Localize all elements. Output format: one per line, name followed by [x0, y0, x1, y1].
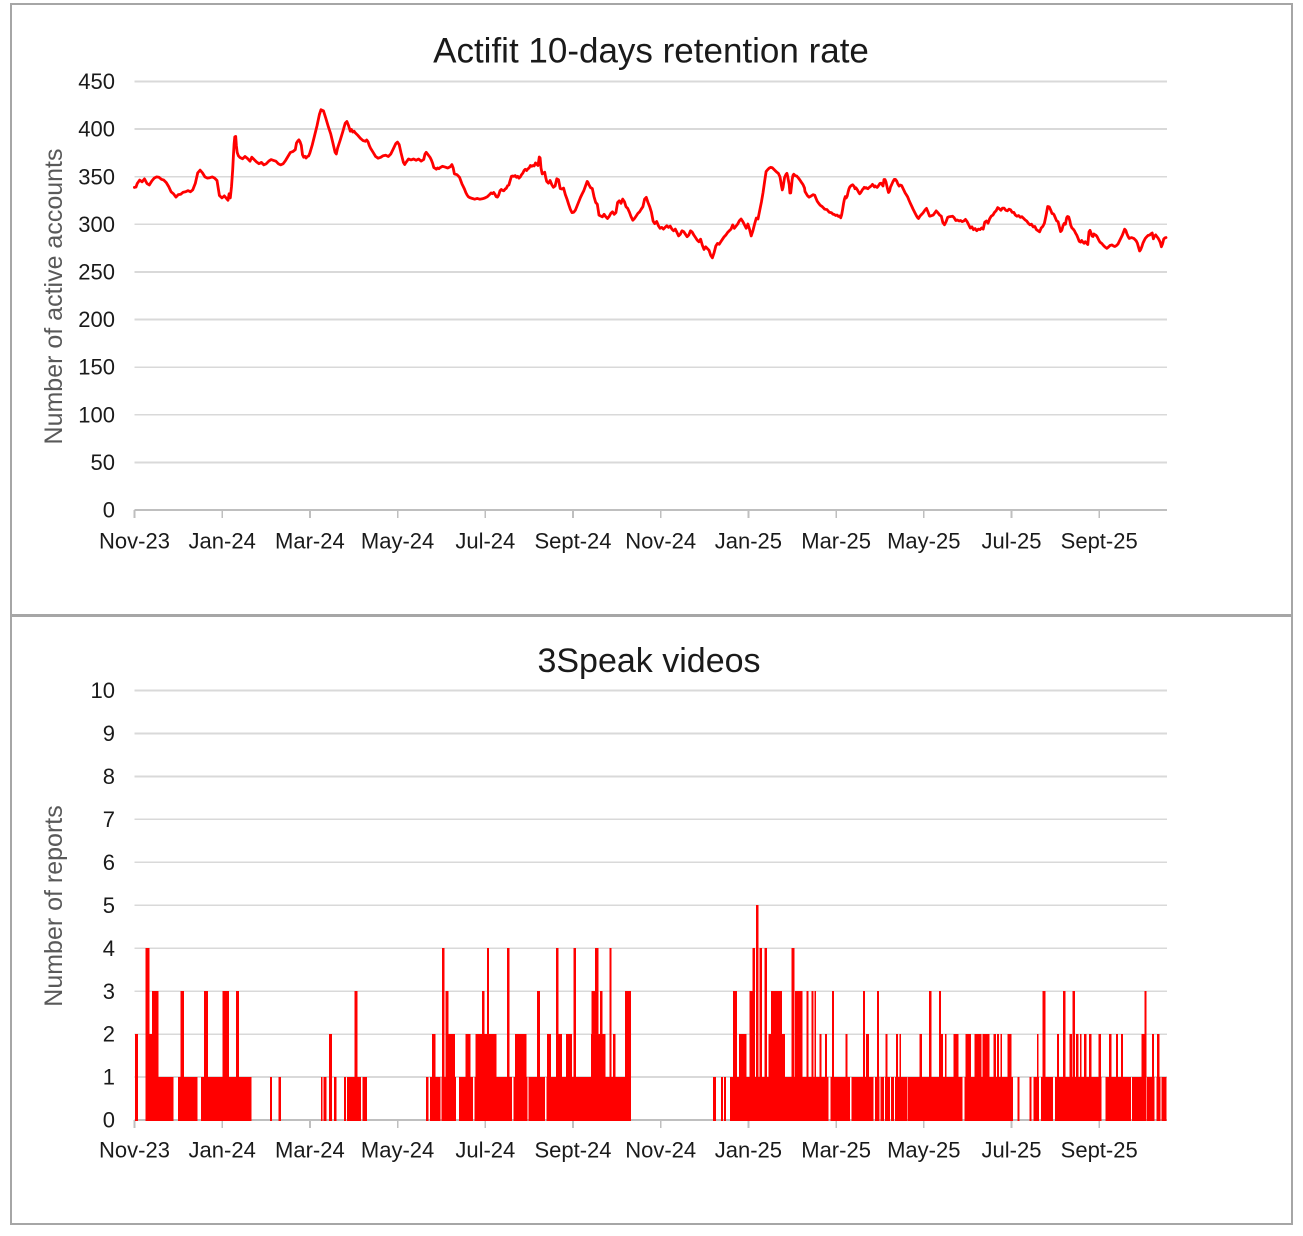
svg-text:Nov-23: Nov-23	[99, 529, 170, 554]
svg-text:8: 8	[103, 764, 115, 789]
svg-text:6: 6	[103, 850, 115, 875]
svg-text:Jul-24: Jul-24	[455, 1138, 515, 1163]
svg-text:150: 150	[78, 355, 115, 380]
svg-text:Jan-25: Jan-25	[715, 1138, 782, 1163]
svg-text:3: 3	[103, 979, 115, 1004]
svg-text:May-25: May-25	[887, 1138, 960, 1163]
svg-text:Jan-25: Jan-25	[715, 529, 782, 554]
svg-text:200: 200	[78, 307, 115, 332]
svg-text:Mar-24: Mar-24	[275, 1138, 345, 1163]
svg-text:Sept-25: Sept-25	[1061, 529, 1138, 554]
svg-text:1: 1	[103, 1065, 115, 1090]
svg-text:450: 450	[78, 69, 115, 94]
svg-text:Jul-25: Jul-25	[982, 1138, 1042, 1163]
svg-text:Jul-24: Jul-24	[455, 529, 515, 554]
svg-text:50: 50	[91, 450, 115, 475]
svg-text:9: 9	[103, 721, 115, 746]
svg-text:Sept-25: Sept-25	[1061, 1138, 1138, 1163]
svg-text:2: 2	[103, 1022, 115, 1047]
svg-text:100: 100	[78, 402, 115, 427]
svg-text:5: 5	[103, 893, 115, 918]
svg-text:350: 350	[78, 164, 115, 189]
svg-text:4: 4	[103, 936, 115, 961]
svg-text:Jan-24: Jan-24	[189, 1138, 256, 1163]
svg-text:Jan-24: Jan-24	[189, 529, 256, 554]
svg-text:May-24: May-24	[361, 529, 434, 554]
svg-text:300: 300	[78, 212, 115, 237]
svg-text:Mar-24: Mar-24	[275, 529, 345, 554]
svg-text:250: 250	[78, 260, 115, 285]
svg-text:Jul-25: Jul-25	[982, 529, 1042, 554]
svg-text:Mar-25: Mar-25	[801, 529, 871, 554]
svg-text:400: 400	[78, 117, 115, 142]
svg-text:Sept-24: Sept-24	[534, 1138, 611, 1163]
svg-text:Actifit 10-days retention rate: Actifit 10-days retention rate	[433, 32, 869, 71]
svg-text:10: 10	[91, 678, 115, 703]
svg-text:Number of reports: Number of reports	[40, 805, 68, 1006]
svg-text:May-24: May-24	[361, 1138, 434, 1163]
svg-text:7: 7	[103, 807, 115, 832]
svg-text:Number of active accounts: Number of active accounts	[40, 149, 68, 445]
svg-text:May-25: May-25	[887, 529, 960, 554]
svg-text:Nov-24: Nov-24	[625, 1138, 696, 1163]
svg-text:Mar-25: Mar-25	[801, 1138, 871, 1163]
svg-text:Sept-24: Sept-24	[534, 529, 611, 554]
svg-text:3Speak videos: 3Speak videos	[537, 642, 760, 680]
svg-text:Nov-24: Nov-24	[625, 529, 696, 554]
svg-text:Nov-23: Nov-23	[99, 1138, 170, 1163]
svg-text:0: 0	[103, 1108, 115, 1133]
svg-text:0: 0	[103, 498, 115, 523]
